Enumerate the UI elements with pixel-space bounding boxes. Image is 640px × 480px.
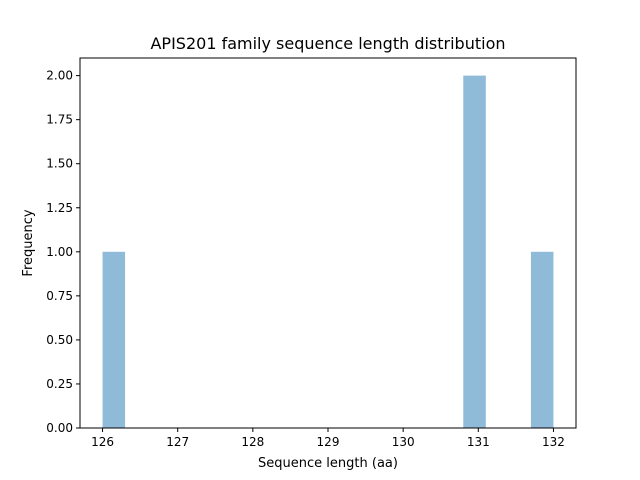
x-tick-label: 128 xyxy=(241,435,264,449)
plot-frame xyxy=(79,57,577,429)
y-tick-label: 1.50 xyxy=(46,157,73,171)
x-tick-label: 127 xyxy=(166,435,189,449)
y-tick-label: 1.00 xyxy=(46,245,73,259)
y-axis-ticks: 0.00 0.25 0.50 0.75 1.00 1.25 1.50 1.75 2.00 xyxy=(46,69,80,435)
x-tick-label: 131 xyxy=(467,435,490,449)
y-tick-label: 2.00 xyxy=(46,69,73,83)
x-tick-label: 126 xyxy=(91,435,114,449)
histogram-bar-2 xyxy=(530,251,554,428)
bars-group xyxy=(102,75,554,428)
y-tick-label: 0.50 xyxy=(46,333,73,347)
y-tick-label: 0.00 xyxy=(46,421,73,435)
y-axis-label: Frequency xyxy=(21,209,36,276)
x-tick-label: 130 xyxy=(392,435,415,449)
x-axis-ticks: 126 127 128 129 130 131 132 xyxy=(91,428,565,449)
x-tick-label: 129 xyxy=(317,435,340,449)
y-tick-label: 0.25 xyxy=(46,377,73,391)
histogram-bar-0 xyxy=(102,251,126,428)
x-axis-label: Sequence length (aa) xyxy=(258,456,398,471)
y-tick-label: 1.25 xyxy=(46,201,73,215)
histogram-bar-1 xyxy=(463,75,486,428)
chart-title: APIS201 family sequence length distribut… xyxy=(150,34,505,53)
x-tick-label: 132 xyxy=(542,435,565,449)
y-tick-label: 1.75 xyxy=(46,113,73,127)
y-tick-label: 0.75 xyxy=(46,289,73,303)
